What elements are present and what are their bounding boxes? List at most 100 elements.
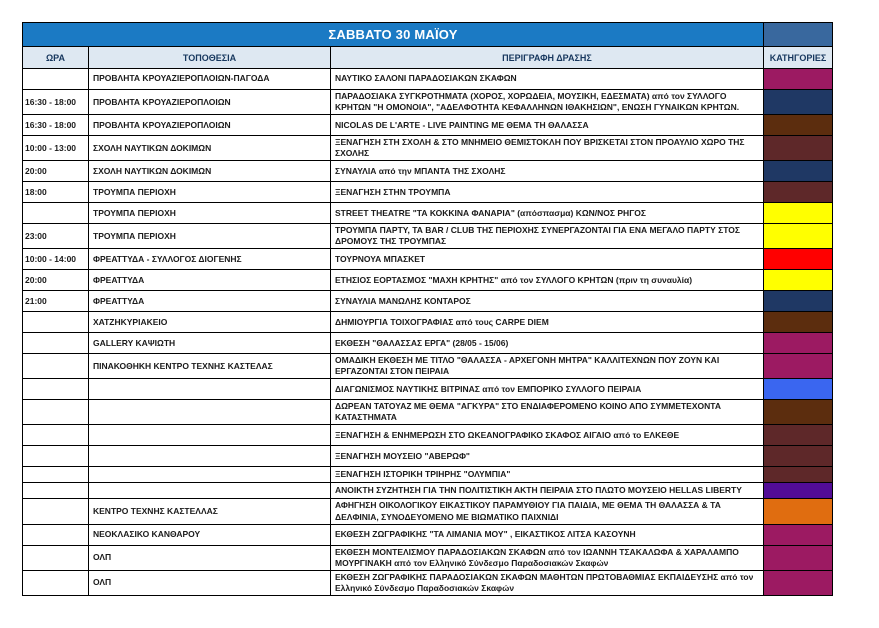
location-cell: ΦΡΕΑΤΤΥΔΑ - ΣΥΛΛΟΓΟΣ ΔΙΟΓΕΝΗΣ xyxy=(88,248,331,271)
description-cell: ΣΥΝΑΥΛΙΑ από την ΜΠΑΝΤΑ ΤΗΣ ΣΧΟΛΗΣ xyxy=(330,160,764,183)
table-row: 21:00 ΦΡΕΑΤΤΥΔΑ ΣΥΝΑΥΛΙΑ ΜΑΝΩΛΗΣ ΚΟΝΤΑΡΟΣ xyxy=(22,290,833,313)
description-cell: ΕΚΘΕΣΗ ΖΩΓΡΑΦΙΚΗΣ "ΤΑ ΛΙΜΑΝΙΑ ΜΟΥ" , ΕΙΚ… xyxy=(330,523,764,546)
table-row: 10:00 - 13:00 ΣΧΟΛΗ ΝΑΥΤΙΚΩΝ ΔΟΚΙΜΩΝ ΞΕΝΑΓ… xyxy=(22,135,833,162)
location-cell xyxy=(88,466,331,484)
table-row: ΚΕΝΤΡΟ ΤΕΧΝΗΣ ΚΑΣΤΕΛΛΑΣ ΑΦΗΓΗΣΗ ΟΙΚΟΛΟΓΙΚ… xyxy=(22,498,833,525)
time-cell: 10:00 - 14:00 xyxy=(22,248,89,271)
description-cell: ΞΕΝΑΓΗΣΗ ΣΤΗΝ ΤΡΟΥΜΠΑ xyxy=(330,181,764,204)
time-cell xyxy=(22,311,89,334)
category-color-cell xyxy=(763,114,833,137)
category-color-cell xyxy=(763,269,833,292)
column-header-location: ΤΟΠΟΘΕΣΙΑ xyxy=(88,46,331,69)
description-cell: ΞΕΝΑΓΗΣΗ ΜΟΥΣΕΙΟ "ΑΒΕΡΩΦ" xyxy=(330,445,764,468)
column-header-time: ΩΡΑ xyxy=(22,46,89,69)
category-color-cell xyxy=(763,399,833,426)
location-cell: ΤΡΟΥΜΠΑ ΠΕΡΙΟΧΗ xyxy=(88,181,331,204)
time-cell xyxy=(22,332,89,355)
category-color-cell xyxy=(763,466,833,484)
time-cell: 20:00 xyxy=(22,269,89,292)
corner-color-cell xyxy=(763,22,833,47)
description-cell: ΕΚΘΕΣΗ ΜΟΝΤΕΛΙΣΜΟΥ ΠΑΡΑΔΟΣΙΑΚΩΝ ΣΚΑΦΩΝ α… xyxy=(330,544,764,571)
time-cell xyxy=(22,202,89,225)
time-cell xyxy=(22,544,89,571)
category-color-cell xyxy=(763,482,833,500)
category-color-cell xyxy=(763,248,833,271)
time-cell xyxy=(22,399,89,426)
time-cell xyxy=(22,498,89,525)
category-color-cell xyxy=(763,290,833,313)
location-cell xyxy=(88,482,331,500)
table-row: 16:30 - 18:00 ΠΡΟΒΛΗΤΑ ΚΡΟΥΑΖΙΕΡΟΠΛΟΙΩΝ NI… xyxy=(22,114,833,137)
time-cell: 20:00 xyxy=(22,160,89,183)
location-cell: ΝΕΟΚΛΑΣΙΚΟ ΚΑΝΘΑΡΟΥ xyxy=(88,523,331,546)
category-color-cell xyxy=(763,498,833,525)
event-schedule-table: ΣΑΒΒΑΤΟ 30 ΜΑΪΟΥ ΩΡΑ ΤΟΠΟΘΕΣΙΑ ΠΕΡΙΓΡΑΦΗ… xyxy=(22,22,833,596)
page-title: ΣΑΒΒΑΤΟ 30 ΜΑΪΟΥ xyxy=(22,22,764,47)
description-cell: ΕΚΘΕΣΗ "ΘΑΛΑΣΣΑΣ ΕΡΓΑ" (28/05 - 15/06) xyxy=(330,332,764,355)
location-cell xyxy=(88,378,331,401)
description-cell: ΕΚΘΕΣΗ ΖΩΓΡΑΦΙΚΗΣ ΠΑΡΑΔΟΣΙΑΚΩΝ ΣΚΑΦΩΝ ΜΑ… xyxy=(330,569,764,596)
category-color-cell xyxy=(763,68,833,90)
location-cell: ΠΙΝΑΚΟΘΗΚΗ ΚΕΝΤΡΟ ΤΕΧΝΗΣ ΚΑΣΤΕΛΑΣ xyxy=(88,353,331,380)
table-row: ΠΙΝΑΚΟΘΗΚΗ ΚΕΝΤΡΟ ΤΕΧΝΗΣ ΚΑΣΤΕΛΑΣ ΟΜΑΔΙΚΗ… xyxy=(22,353,833,380)
column-header-category: ΚΑΤΗΓΟΡΙΕΣ xyxy=(763,46,833,69)
location-cell: ΠΡΟΒΛΗΤΑ ΚΡΟΥΑΖΙΕΡΟΠΛΟΙΩΝ xyxy=(88,114,331,137)
time-cell: 18:00 xyxy=(22,181,89,204)
description-cell: ΣΥΝΑΥΛΙΑ ΜΑΝΩΛΗΣ ΚΟΝΤΑΡΟΣ xyxy=(330,290,764,313)
description-cell: ΟΜΑΔΙΚΗ ΕΚΘΕΣΗ ΜΕ ΤΙΤΛΟ "ΘΑΛΑΣΣΑ - ΑΡΧΕΓ… xyxy=(330,353,764,380)
category-color-cell xyxy=(763,353,833,380)
table-row: ΟΛΠ ΕΚΘΕΣΗ ΜΟΝΤΕΛΙΣΜΟΥ ΠΑΡΑΔΟΣΙΑΚΩΝ ΣΚΑΦΩ… xyxy=(22,544,833,571)
table-row: ΤΡΟΥΜΠΑ ΠΕΡΙΟΧΗ STREET THEATRE "ΤΑ ΚΟΚΚΙΝ… xyxy=(22,202,833,225)
description-cell: ΔΙΑΓΩΝΙΣΜΟΣ ΝΑΥΤΙΚΗΣ ΒΙΤΡΙΝΑΣ από τον ΕΜ… xyxy=(330,378,764,401)
category-color-cell xyxy=(763,569,833,596)
time-cell xyxy=(22,523,89,546)
category-color-cell xyxy=(763,181,833,204)
time-cell xyxy=(22,353,89,380)
column-header-description: ΠΕΡΙΓΡΑΦΗ ΔΡΑΣΗΣ xyxy=(330,46,764,69)
time-cell xyxy=(22,466,89,484)
description-cell: ΕΤΗΣΙΟΣ ΕΟΡΤΑΣΜΟΣ "ΜΑΧΗ ΚΡΗΤΗΣ" από τον … xyxy=(330,269,764,292)
location-cell xyxy=(88,424,331,447)
category-color-cell xyxy=(763,424,833,447)
description-cell: NICOLAS DE L'ARTE - LIVE PAINTING ΜΕ ΘΕΜ… xyxy=(330,114,764,137)
description-cell: ΤΡΟΥΜΠΑ ΠΑΡΤΥ, ΤΑ BAR / CLUB ΤΗΣ ΠΕΡΙΟΧΗ… xyxy=(330,223,764,250)
location-cell: ΣΧΟΛΗ ΝΑΥΤΙΚΩΝ ΔΟΚΙΜΩΝ xyxy=(88,160,331,183)
category-color-cell xyxy=(763,523,833,546)
table-row: 23:00 ΤΡΟΥΜΠΑ ΠΕΡΙΟΧΗ ΤΡΟΥΜΠΑ ΠΑΡΤΥ, ΤΑ BA… xyxy=(22,223,833,250)
time-cell xyxy=(22,445,89,468)
time-cell: 10:00 - 13:00 xyxy=(22,135,89,162)
location-cell: ΠΡΟΒΛΗΤΑ ΚΡΟΥΑΖΙΕΡΟΠΛΟΙΩΝ xyxy=(88,88,331,116)
description-cell: ΔΗΜΙΟΥΡΓΙΑ ΤΟΙΧΟΓΡΑΦΙΑΣ από τους CARPE D… xyxy=(330,311,764,334)
table-row: ΠΡΟΒΛΗΤΑ ΚΡΟΥΑΖΙΕΡΟΠΛΟΙΩΝ-ΠΑΓΟΔΑ ΝΑΥΤΙΚΟ … xyxy=(22,68,833,90)
location-cell xyxy=(88,399,331,426)
time-cell xyxy=(22,482,89,500)
category-color-cell xyxy=(763,202,833,225)
category-color-cell xyxy=(763,378,833,401)
time-cell: 21:00 xyxy=(22,290,89,313)
table-row: 16:30 - 18:00 ΠΡΟΒΛΗΤΑ ΚΡΟΥΑΖΙΕΡΟΠΛΟΙΩΝ ΠΑ… xyxy=(22,88,833,116)
location-cell: ΧΑΤΖΗΚΥΡΙΑΚΕΙΟ xyxy=(88,311,331,334)
location-cell: ΟΛΠ xyxy=(88,544,331,571)
location-cell: ΤΡΟΥΜΠΑ ΠΕΡΙΟΧΗ xyxy=(88,223,331,250)
table-row: ΝΕΟΚΛΑΣΙΚΟ ΚΑΝΘΑΡΟΥ ΕΚΘΕΣΗ ΖΩΓΡΑΦΙΚΗΣ "ΤΑ… xyxy=(22,523,833,546)
location-cell: ΦΡΕΑΤΤΥΔΑ xyxy=(88,290,331,313)
table-row: ΞΕΝΑΓΗΣΗ ΙΣΤΟΡΙΚΗ ΤΡΙΗΡΗΣ "ΟΛΥΜΠΙΑ" xyxy=(22,466,833,484)
category-color-cell xyxy=(763,223,833,250)
description-cell: ΑΦΗΓΗΣΗ ΟΙΚΟΛΟΓΙΚΟΥ ΕΙΚΑΣΤΙΚΟΥ ΠΑΡΑΜΥΘΙΟ… xyxy=(330,498,764,525)
category-color-cell xyxy=(763,311,833,334)
table-row: ΟΛΠ ΕΚΘΕΣΗ ΖΩΓΡΑΦΙΚΗΣ ΠΑΡΑΔΟΣΙΑΚΩΝ ΣΚΑΦΩΝ… xyxy=(22,569,833,596)
description-cell: ΝΑΥΤΙΚΟ ΣΑΛΟΝΙ ΠΑΡΑΔΟΣΙΑΚΩΝ ΣΚΑΦΩΝ xyxy=(330,68,764,90)
time-cell xyxy=(22,424,89,447)
description-cell: ΤΟΥΡΝΟΥΑ ΜΠΑΣΚΕΤ xyxy=(330,248,764,271)
table-row: 18:00 ΤΡΟΥΜΠΑ ΠΕΡΙΟΧΗ ΞΕΝΑΓΗΣΗ ΣΤΗΝ ΤΡΟΥΜΠ… xyxy=(22,181,833,204)
table-row: 20:00 ΦΡΕΑΤΤΥΔΑ ΕΤΗΣΙΟΣ ΕΟΡΤΑΣΜΟΣ "ΜΑΧΗ ΚΡ… xyxy=(22,269,833,292)
location-cell: ΣΧΟΛΗ ΝΑΥΤΙΚΩΝ ΔΟΚΙΜΩΝ xyxy=(88,135,331,162)
table-row: GALLERY ΚΑΨΙΩΤΗ ΕΚΘΕΣΗ "ΘΑΛΑΣΣΑΣ ΕΡΓΑ" (2… xyxy=(22,332,833,355)
category-color-cell xyxy=(763,88,833,116)
table-row: ΞΕΝΑΓΗΣΗ & ΕΝΗΜΕΡΩΣΗ ΣΤΟ ΩΚΕΑΝΟΓΡΑΦΙΚΟ Σ… xyxy=(22,424,833,447)
table-row: ΔΙΑΓΩΝΙΣΜΟΣ ΝΑΥΤΙΚΗΣ ΒΙΤΡΙΝΑΣ από τον ΕΜ… xyxy=(22,378,833,401)
time-cell xyxy=(22,378,89,401)
location-cell xyxy=(88,445,331,468)
category-color-cell xyxy=(763,445,833,468)
